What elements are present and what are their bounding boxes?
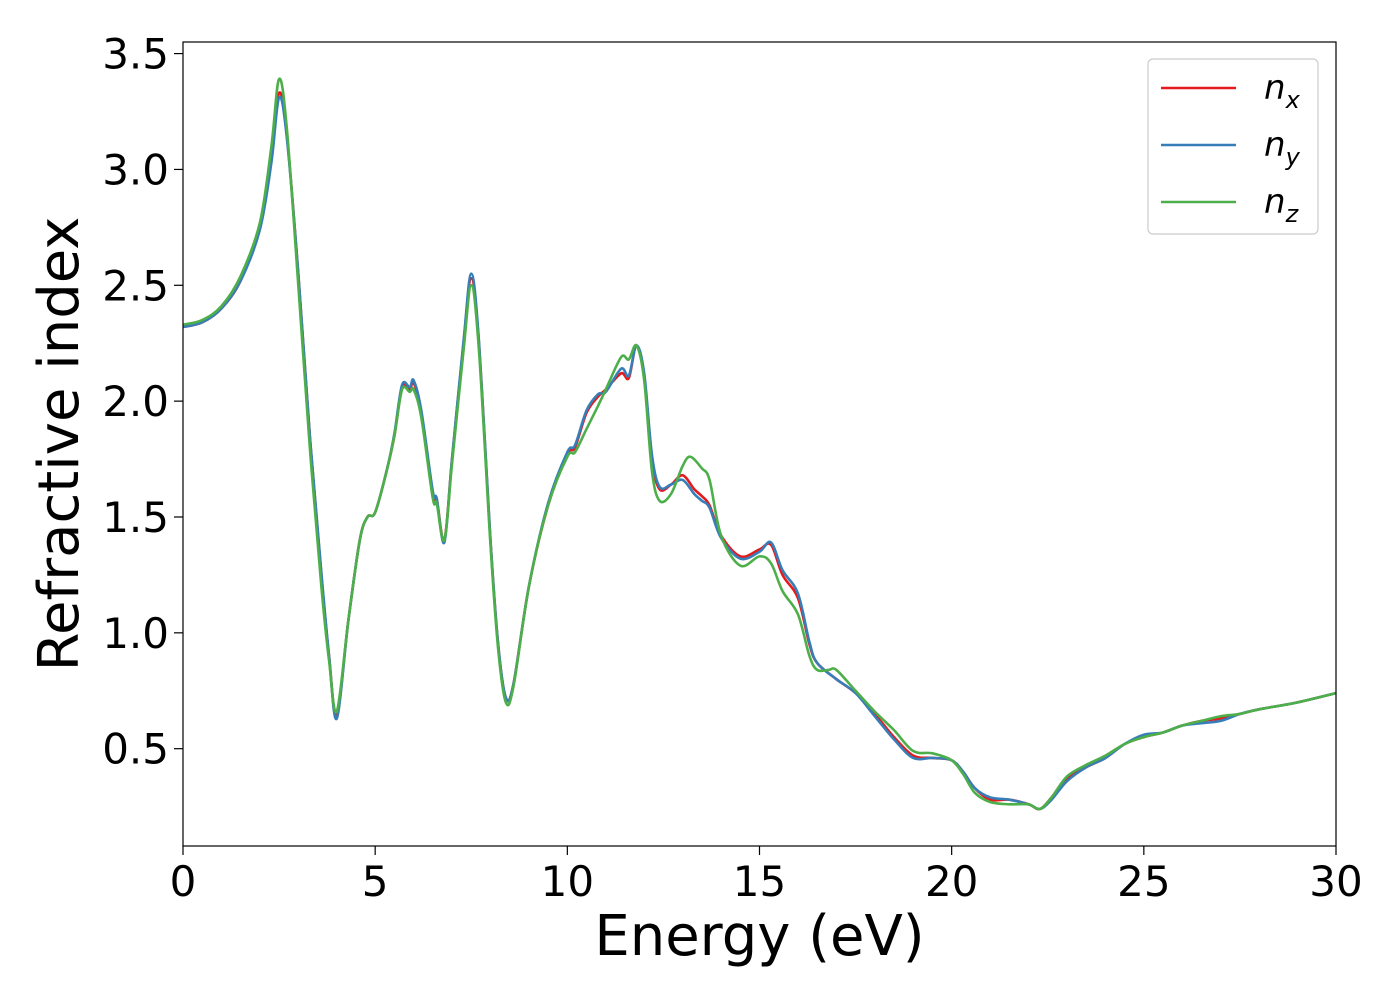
x-tick-label: 30 xyxy=(1309,857,1362,906)
plot-lines xyxy=(183,77,1336,811)
x-tick-label: 0 xyxy=(170,857,197,906)
y-tick-label: 3.0 xyxy=(102,145,169,194)
y-tick-label: 2.0 xyxy=(102,377,169,426)
x-tick-label: 15 xyxy=(733,857,786,906)
y-tick-label: 3.5 xyxy=(102,30,169,79)
y-tick-label: 2.5 xyxy=(102,261,169,310)
y-tick-label: 0.5 xyxy=(102,725,169,774)
x-tick-label: 25 xyxy=(1117,857,1170,906)
x-axis: 0 5 10 15 20 25 30 xyxy=(170,846,1363,906)
series-line-n-z xyxy=(183,77,1336,811)
y-axis: 0.5 1.0 1.5 2.0 2.5 3.0 3.5 xyxy=(102,30,183,774)
y-tick-label: 1.5 xyxy=(102,493,169,542)
x-tick-label: 5 xyxy=(362,857,389,906)
legend-label: nz xyxy=(1264,182,1300,228)
legend-box xyxy=(1147,58,1319,235)
x-tick-label: 10 xyxy=(541,857,594,906)
x-axis-title: Energy (eV) xyxy=(594,904,924,969)
x-tick-label: 20 xyxy=(925,857,978,906)
y-tick-label: 1.0 xyxy=(102,609,169,658)
y-axis-title: Refractive index xyxy=(27,217,92,672)
